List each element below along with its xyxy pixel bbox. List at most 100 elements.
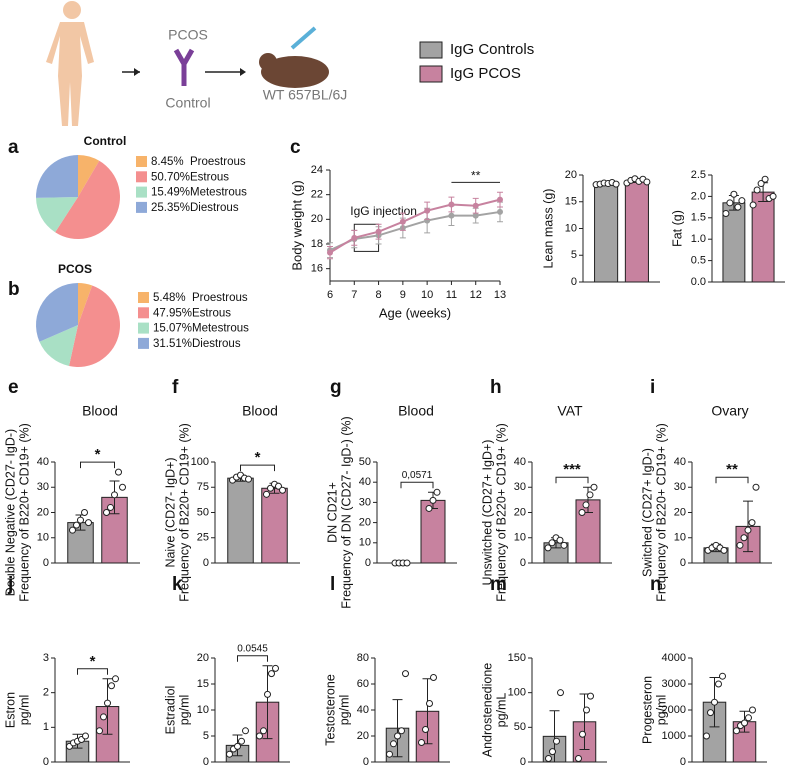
- significance-label: *: [95, 446, 101, 463]
- panel-letter: m: [490, 574, 507, 595]
- data-point: [587, 692, 594, 700]
- y-tick-label: 100: [508, 687, 526, 699]
- data-point: [722, 210, 730, 218]
- bar: [594, 183, 619, 283]
- y-tick-label: 30: [359, 496, 371, 508]
- y-tick-label: 0: [680, 557, 686, 569]
- pie-slice: [78, 283, 93, 325]
- y-tick-label: 25: [197, 532, 209, 544]
- y-axis-label: Frequency of B220+ CD19+ (%): [17, 423, 31, 602]
- data-point: [429, 496, 437, 504]
- y-tick-label: 0: [43, 756, 49, 768]
- y-tick-label: 0: [365, 557, 371, 569]
- y-tick-label: 0.5: [691, 255, 706, 267]
- y-axis-label: Androstenedione: [480, 663, 494, 758]
- data-point: [726, 199, 734, 207]
- value-label: 25.35%: [151, 202, 190, 214]
- y-tick-label: 2.0: [691, 190, 706, 202]
- significance-label: 0.0545: [237, 643, 268, 654]
- y-tick-label: 40: [514, 456, 526, 468]
- y-tick-label: 80: [357, 652, 369, 664]
- legend-swatch: [136, 156, 147, 167]
- y-tick-label: 10: [514, 532, 526, 544]
- y-tick-label: 0: [680, 756, 686, 768]
- legend-label: Metestrous: [190, 187, 247, 199]
- syringe: [290, 26, 317, 50]
- y-axis-label: Fat (g): [670, 210, 684, 247]
- y-axis-label: pg/ml: [17, 695, 31, 726]
- y-axis-label: Frequency of B220+ CD19+ (%): [654, 423, 668, 602]
- y-tick-label: 2000: [662, 704, 686, 716]
- y-tick-label: 10: [37, 532, 49, 544]
- y-tick-label: 40: [674, 456, 686, 468]
- chart-title: VAT: [557, 403, 583, 419]
- y-tick-label: 22: [311, 189, 323, 201]
- significance-bracket: [237, 655, 268, 662]
- y-tick-label: 18: [311, 238, 323, 250]
- data-point: [556, 536, 564, 544]
- data-point: [238, 737, 245, 745]
- data-point: [730, 190, 738, 198]
- error-bar: [392, 699, 403, 758]
- error-bar: [262, 665, 273, 740]
- data-point: [256, 732, 263, 740]
- data-point: [548, 539, 556, 547]
- y-tick-label: 10: [197, 704, 209, 716]
- data-point: [433, 488, 441, 496]
- y-tick-label: 20: [359, 517, 371, 529]
- y-tick-label: 20: [357, 730, 369, 742]
- data-point: [753, 186, 761, 194]
- x-tick-label: 10: [421, 289, 433, 301]
- data-point: [418, 739, 425, 746]
- y-tick-label: 30: [674, 481, 686, 493]
- data-point: [272, 664, 279, 672]
- data-point: [752, 483, 760, 491]
- data-point: [267, 484, 274, 492]
- y-tick-label: 5: [203, 730, 209, 742]
- panel-letter: n: [650, 574, 662, 595]
- pie-slice: [36, 197, 78, 233]
- data-point: [741, 719, 748, 727]
- schematic-text: Control: [165, 95, 210, 111]
- data-point: [430, 674, 437, 681]
- pie-slice: [39, 325, 78, 367]
- marker: [497, 196, 503, 203]
- legend-swatch: [419, 65, 443, 83]
- chart-title: Control: [84, 134, 127, 148]
- legend-swatch: [136, 186, 147, 198]
- panel-letter: b: [8, 279, 20, 300]
- x-axis-label: Age (weeks): [379, 305, 451, 320]
- panel-letter: l: [330, 574, 335, 595]
- data-point: [425, 504, 433, 512]
- data-point: [553, 737, 560, 745]
- data-point: [590, 483, 598, 491]
- data-point: [544, 544, 552, 552]
- y-tick-label: 75: [197, 481, 209, 493]
- y-axis-label: Estradiol: [163, 686, 177, 735]
- y-axis-label: pg/mL: [494, 693, 508, 728]
- y-tick-label: 0: [203, 557, 209, 569]
- data-point: [769, 192, 777, 200]
- x-tick-label: 7: [351, 289, 357, 301]
- y-tick-label: 150: [508, 652, 526, 664]
- y-tick-label: 3000: [662, 678, 686, 690]
- legend-swatch: [138, 292, 149, 303]
- bar: [261, 487, 288, 564]
- data-point: [260, 727, 267, 735]
- pie-slice: [36, 155, 78, 198]
- significance-label: 0,0571: [402, 470, 433, 481]
- y-tick-label: 3: [43, 652, 49, 664]
- value-label: 15.07%: [153, 323, 192, 335]
- y-axis-label: Estron: [3, 692, 17, 728]
- y-tick-label: 10: [674, 532, 686, 544]
- data-point: [734, 203, 742, 211]
- y-tick-label: 0: [571, 276, 577, 288]
- y-axis-label: pg/ml: [177, 695, 191, 726]
- marker: [375, 228, 382, 235]
- data-point: [81, 509, 88, 516]
- pie-slice: [69, 285, 121, 367]
- x-tick-label: 11: [446, 289, 457, 301]
- y-tick-label: 0: [363, 756, 369, 768]
- mouse-head: [259, 53, 277, 71]
- legend-label: Diestrous: [192, 338, 241, 350]
